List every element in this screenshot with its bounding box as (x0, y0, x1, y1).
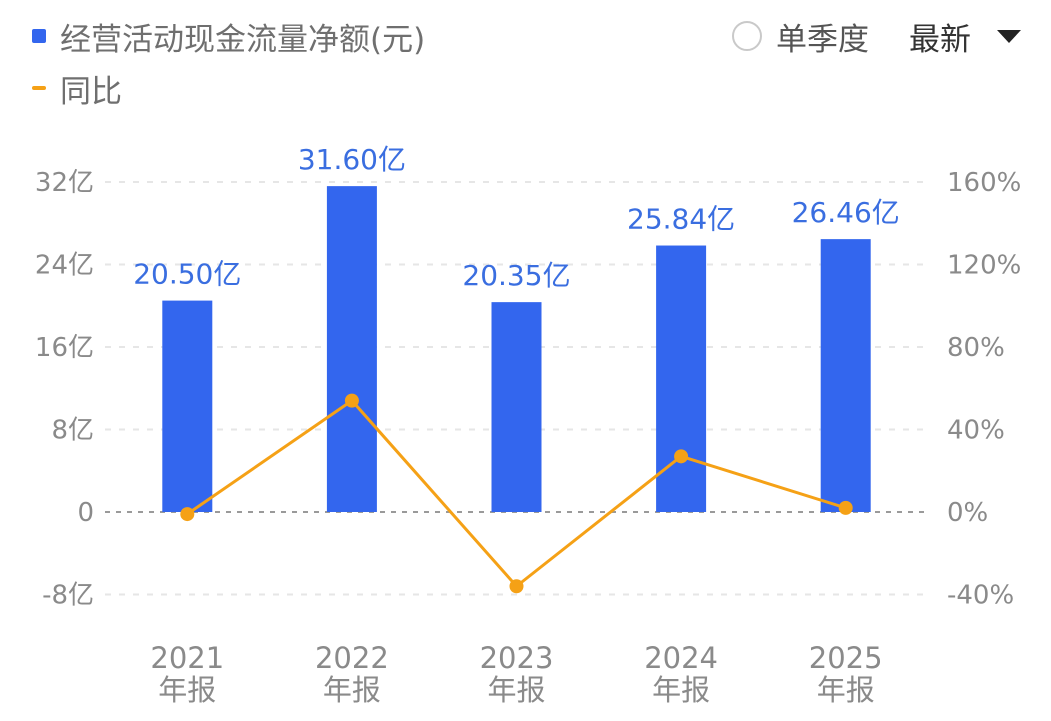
yoy-point (674, 449, 689, 464)
x-tick-label: 2022 年报 (315, 641, 389, 707)
bar (491, 302, 542, 512)
yoy-point (509, 579, 524, 594)
y-tick-label-left: 32亿 (35, 168, 94, 198)
y-tick-label-right: 80% (947, 333, 1005, 363)
x-tick-label: 2023 年报 (480, 641, 554, 707)
bar-swatch-icon (32, 29, 46, 43)
radio-unchecked-icon[interactable] (732, 21, 762, 51)
quarter-radio-label[interactable]: 单季度 (776, 21, 869, 58)
x-tick-label: 2021 年报 (150, 641, 224, 707)
period-dropdown-label[interactable]: 最新 (909, 21, 971, 58)
bar (326, 186, 377, 512)
bar-value-label: 20.35亿 (462, 259, 570, 292)
yoy-point (180, 507, 195, 522)
period-dropdown[interactable]: 最新 (909, 14, 1021, 59)
y-tick-label-right: 40% (947, 416, 1005, 446)
y-tick-label-left: -8亿 (42, 581, 94, 611)
bar (820, 239, 871, 512)
yoy-point (838, 500, 853, 515)
bar (162, 300, 213, 512)
y-tick-label-right: 160% (947, 168, 1021, 198)
y-tick-label-right: -40% (947, 581, 1014, 611)
y-tick-label-left: 24亿 (35, 251, 94, 281)
y-tick-label-right: 120% (947, 251, 1021, 281)
y-tick-label-left: 16亿 (35, 333, 94, 363)
x-tick-label: 2025 年报 (809, 641, 883, 707)
bar-value-label: 25.84亿 (627, 203, 735, 236)
legend-item-bar: 经营活动现金流量净额(元) (32, 14, 425, 58)
caret-down-icon[interactable] (997, 29, 1021, 43)
bar-value-label: 26.46亿 (792, 196, 900, 229)
y-tick-label-right: 0% (947, 498, 988, 528)
bar-value-label: 20.50亿 (133, 258, 241, 291)
x-tick-label: 2024 年报 (644, 641, 718, 707)
legend-line-label: 同比 (60, 73, 122, 110)
yoy-point (344, 393, 359, 408)
y-tick-label-left: 8亿 (51, 416, 94, 446)
legend-bar-label: 经营活动现金流量净额(元) (60, 21, 426, 58)
quarter-radio[interactable]: 单季度 (732, 14, 869, 59)
y-tick-label-left: 0 (77, 498, 94, 528)
bar-value-label: 31.60亿 (298, 143, 406, 176)
legend-item-line: 同比 (32, 66, 122, 110)
chart-controls: 单季度 最新 (732, 14, 1021, 58)
line-swatch-icon (32, 86, 46, 90)
